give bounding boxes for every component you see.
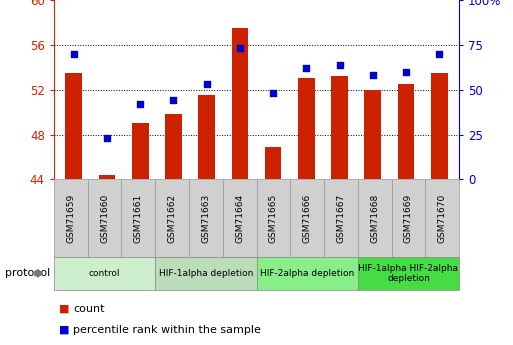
Text: ■: ■ — [59, 325, 69, 335]
Point — [70, 51, 78, 57]
Bar — [98, 175, 115, 179]
Point — [336, 62, 344, 67]
Text: control: control — [89, 269, 120, 278]
Text: HIF-1alpha depletion: HIF-1alpha depletion — [159, 269, 253, 278]
Text: GSM71666: GSM71666 — [303, 194, 312, 243]
Text: GSM71663: GSM71663 — [201, 194, 210, 243]
Point — [402, 69, 410, 75]
Text: GSM71668: GSM71668 — [370, 194, 379, 243]
Bar — [231, 28, 248, 179]
Text: protocol: protocol — [5, 268, 50, 278]
Point — [236, 46, 244, 51]
Bar — [398, 84, 415, 179]
Text: HIF-2alpha depletion: HIF-2alpha depletion — [260, 269, 354, 278]
Point — [302, 66, 310, 71]
Point — [435, 51, 443, 57]
Text: GSM71659: GSM71659 — [66, 194, 75, 243]
Text: GSM71660: GSM71660 — [100, 194, 109, 243]
Bar — [298, 78, 314, 179]
Bar — [431, 73, 447, 179]
Text: percentile rank within the sample: percentile rank within the sample — [73, 325, 261, 335]
Bar — [165, 115, 182, 179]
Text: GSM71664: GSM71664 — [235, 194, 244, 243]
Text: ■: ■ — [59, 304, 69, 314]
Bar — [132, 123, 149, 179]
Point — [203, 81, 211, 87]
Bar — [364, 90, 381, 179]
Text: GSM71662: GSM71662 — [168, 194, 176, 243]
Text: GSM71669: GSM71669 — [404, 194, 413, 243]
Text: GSM71665: GSM71665 — [269, 194, 278, 243]
Text: HIF-1alpha HIF-2alpha
depletion: HIF-1alpha HIF-2alpha depletion — [359, 264, 459, 283]
Point — [136, 101, 144, 107]
Point — [369, 72, 377, 78]
Text: GSM71667: GSM71667 — [337, 194, 345, 243]
Point — [169, 98, 177, 103]
Bar — [331, 76, 348, 179]
Point — [269, 90, 277, 96]
Bar — [265, 147, 282, 179]
Point — [103, 135, 111, 141]
Text: GSM71661: GSM71661 — [134, 194, 143, 243]
Bar — [66, 73, 82, 179]
Text: count: count — [73, 304, 105, 314]
Text: GSM71670: GSM71670 — [438, 194, 447, 243]
Bar — [199, 95, 215, 179]
